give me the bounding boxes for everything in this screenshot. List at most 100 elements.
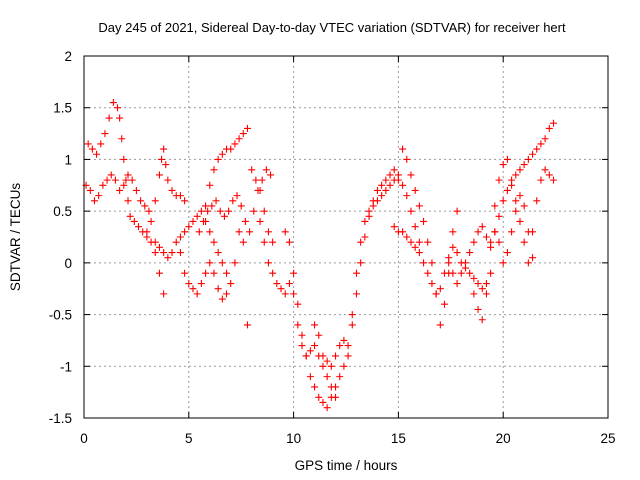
data-point-marker — [264, 228, 272, 236]
data-point-marker — [550, 176, 558, 184]
data-point-marker — [457, 269, 465, 277]
data-point-marker — [248, 166, 256, 174]
data-point-marker — [302, 352, 310, 360]
data-point-marker — [470, 274, 478, 282]
data-point-marker — [258, 176, 266, 184]
data-point-marker — [461, 259, 469, 267]
data-point-marker — [122, 176, 130, 184]
data-point-marker — [124, 197, 132, 205]
data-point-marker — [155, 171, 163, 179]
data-point-marker — [503, 249, 511, 257]
data-point-marker — [88, 145, 96, 153]
data-point-marker — [185, 223, 193, 231]
data-point-marker — [474, 228, 482, 236]
data-point-marker — [223, 269, 231, 277]
data-point-marker — [491, 202, 499, 210]
data-point-marker — [176, 249, 184, 257]
data-point-marker — [340, 362, 348, 370]
data-point-marker — [373, 186, 381, 194]
data-point-marker — [436, 285, 444, 293]
data-point-marker — [352, 269, 360, 277]
data-point-marker — [160, 290, 168, 298]
data-point-marker — [176, 192, 184, 200]
x-tick-label: 20 — [496, 431, 511, 446]
data-point-marker — [428, 259, 436, 267]
data-point-marker — [218, 150, 226, 158]
data-point-marker — [361, 217, 369, 225]
data-point-marker — [233, 192, 241, 200]
chart-title: Day 245 of 2021, Sidereal Day-to-day VTE… — [98, 20, 566, 35]
data-point-marker — [239, 238, 247, 246]
data-point-marker — [495, 212, 503, 220]
y-tick-label: -1.5 — [49, 411, 72, 426]
data-point-marker — [323, 404, 331, 412]
data-point-marker — [227, 280, 235, 288]
data-point-marker — [143, 228, 151, 236]
data-point-marker — [399, 228, 407, 236]
data-point-marker — [348, 311, 356, 319]
data-point-marker — [84, 140, 92, 148]
x-tick-label: 25 — [600, 431, 615, 446]
data-point-marker — [344, 352, 352, 360]
data-point-marker — [237, 202, 245, 210]
data-point-marker — [499, 197, 507, 205]
data-point-marker — [151, 197, 159, 205]
data-point-marker — [474, 280, 482, 288]
data-point-marker — [214, 249, 222, 257]
data-point-marker — [482, 280, 490, 288]
data-point-marker — [390, 223, 398, 231]
data-point-marker — [415, 238, 423, 246]
data-point-marker — [319, 362, 327, 370]
data-point-marker — [541, 166, 549, 174]
data-point-marker — [145, 207, 153, 215]
data-point-marker — [332, 352, 340, 360]
data-point-marker — [545, 171, 553, 179]
data-point-marker — [508, 176, 516, 184]
data-point-marker — [176, 233, 184, 241]
data-point-marker — [193, 212, 201, 220]
data-point-marker — [164, 176, 172, 184]
data-point-marker — [382, 186, 390, 194]
data-point-marker — [541, 135, 549, 143]
data-point-marker — [319, 352, 327, 360]
data-point-marker — [155, 243, 163, 251]
data-point-marker — [223, 290, 231, 298]
data-point-marker — [327, 393, 335, 401]
data-point-marker — [195, 228, 203, 236]
data-point-marker — [524, 228, 532, 236]
data-point-marker — [436, 321, 444, 329]
data-point-marker — [403, 233, 411, 241]
data-point-marker — [227, 145, 235, 153]
data-point-marker — [424, 269, 432, 277]
data-point-marker — [315, 331, 323, 339]
data-point-marker — [155, 269, 163, 277]
data-point-marker — [202, 202, 210, 210]
data-point-marker — [348, 321, 356, 329]
data-point-marker — [487, 238, 495, 246]
data-point-marker — [231, 259, 239, 267]
data-point-marker — [239, 130, 247, 138]
data-point-marker — [269, 269, 277, 277]
data-point-marker — [116, 114, 124, 122]
data-point-marker — [107, 171, 115, 179]
data-point-marker — [254, 186, 262, 194]
data-point-marker — [340, 336, 348, 344]
data-point-marker — [273, 280, 281, 288]
data-point-marker — [491, 228, 499, 236]
data-point-marker — [243, 321, 251, 329]
data-point-marker — [499, 259, 507, 267]
data-point-marker — [529, 254, 537, 262]
data-point-marker — [160, 249, 168, 257]
data-point-marker — [151, 238, 159, 246]
data-point-marker — [453, 207, 461, 215]
data-point-marker — [369, 202, 377, 210]
data-point-marker — [382, 176, 390, 184]
data-point-marker — [208, 202, 216, 210]
data-point-marker — [332, 383, 340, 391]
x-tick-label: 0 — [80, 431, 88, 446]
data-point-marker — [281, 228, 289, 236]
y-tick-label: 1.5 — [53, 101, 72, 116]
data-point-marker — [197, 280, 205, 288]
data-point-marker — [126, 212, 134, 220]
